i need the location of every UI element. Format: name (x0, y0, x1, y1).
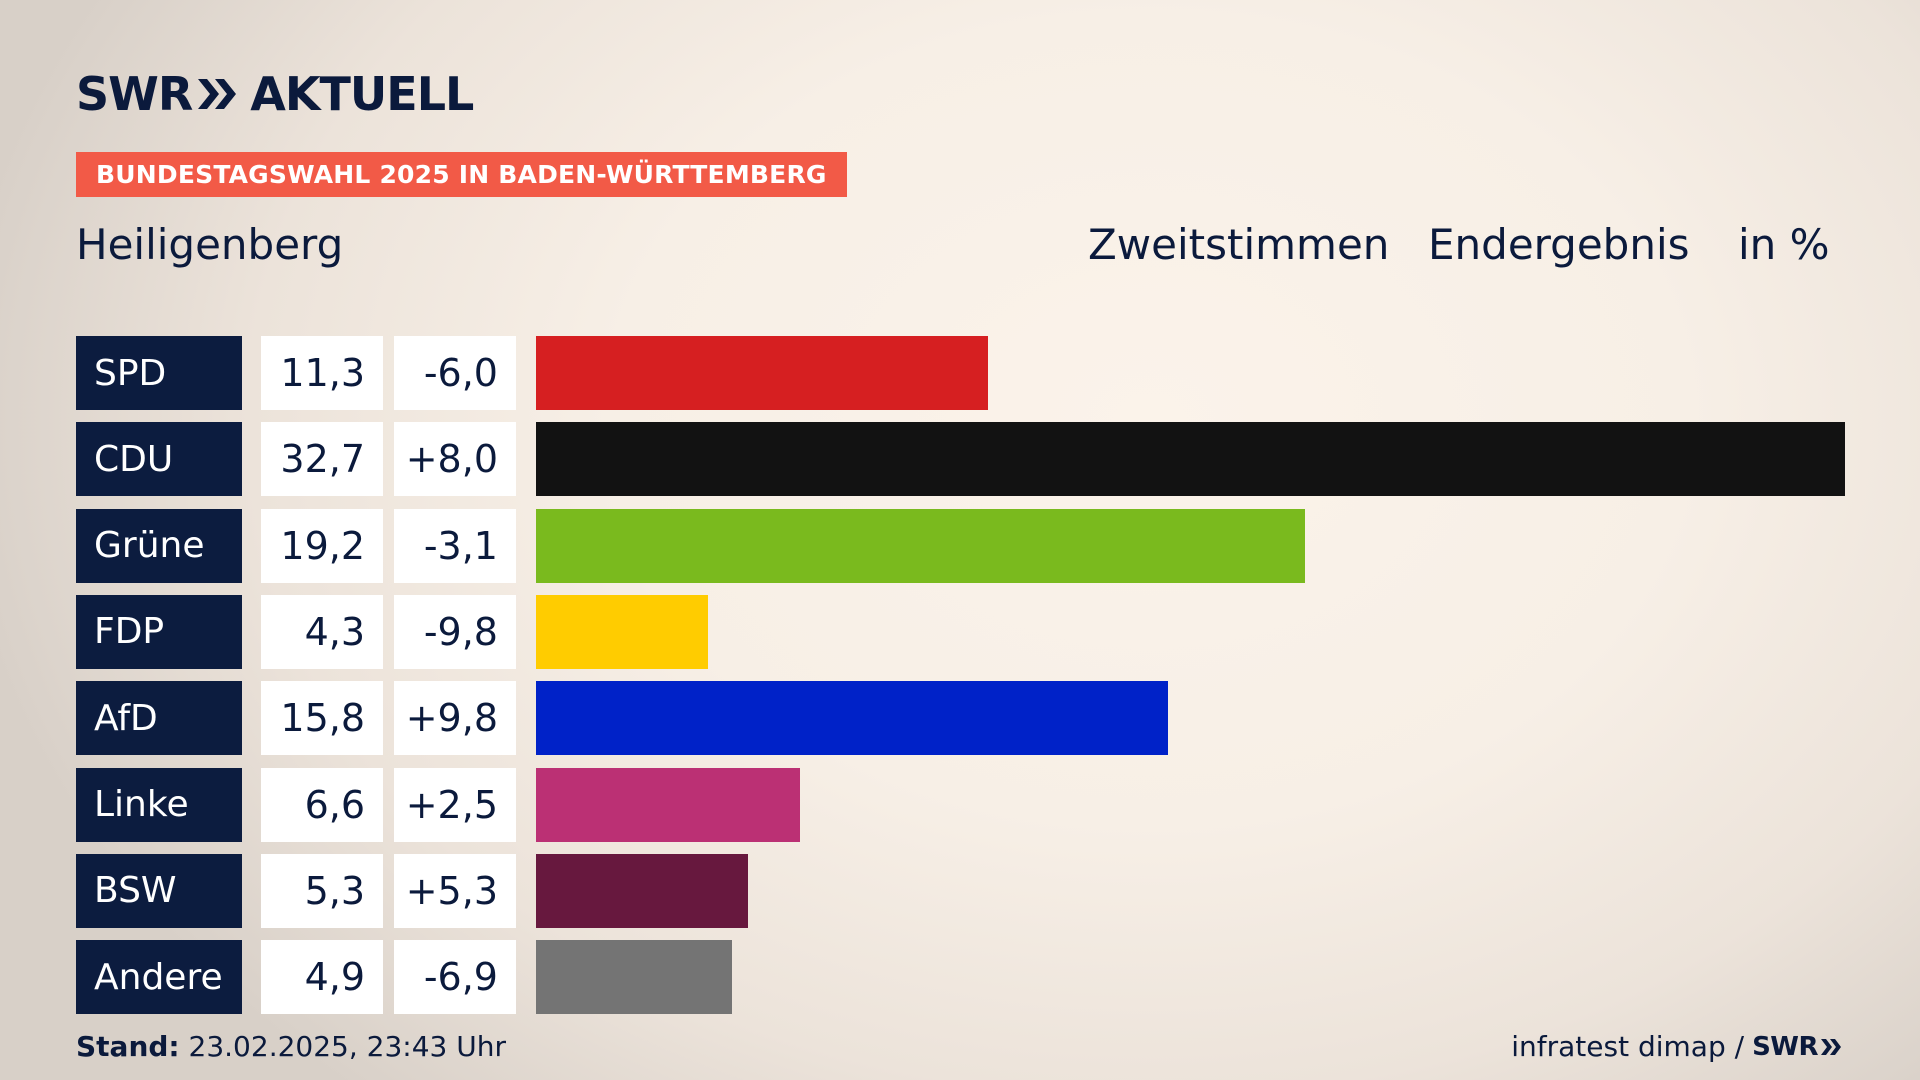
logo-swr-text: SWR (76, 67, 193, 121)
change-label: -6,0 (394, 336, 516, 410)
change-label: +9,8 (394, 681, 516, 756)
header-endergebnis: Endergebnis (1428, 220, 1690, 269)
bar-grüne (536, 508, 1305, 583)
bar-bsw (536, 853, 749, 928)
party-label: SPD (76, 336, 242, 410)
source-text: infratest dimap / (1511, 1030, 1745, 1063)
source-swr-logo: SWR (1752, 1031, 1818, 1062)
logo-aktuell-text: AKTUELL (250, 67, 474, 121)
place-title: Heiligenberg (76, 220, 344, 269)
timestamp: Stand: 23.02.2025, 23:43 Uhr (76, 1030, 506, 1063)
bar-spd (536, 336, 989, 410)
vote-share-label: 4,9 (261, 940, 383, 1015)
vote-share-label: 32,7 (261, 422, 383, 497)
party-label: Grüne (76, 508, 242, 583)
bar-linke (536, 767, 801, 842)
vote-share-label: 6,6 (261, 767, 383, 842)
party-label: Linke (76, 767, 242, 842)
change-label: -3,1 (394, 508, 516, 583)
vote-share-label: 4,3 (261, 594, 383, 669)
swr-aktuell-logo: SWR AKTUELL (76, 66, 474, 122)
header-unit: in % (1738, 220, 1830, 269)
vote-share-label: 19,2 (261, 508, 383, 583)
double-chevron-icon (198, 79, 237, 109)
stand-value: 23.02.2025, 23:43 Uhr (188, 1030, 506, 1063)
party-label: Andere (76, 940, 242, 1015)
stand-label: Stand: (76, 1030, 180, 1063)
bar-cdu (536, 422, 1845, 497)
election-banner: BUNDESTAGSWAHL 2025 IN BADEN-WÜRTTEMBERG (76, 152, 847, 197)
change-label: +2,5 (394, 767, 516, 842)
source-credit: infratest dimap / SWR (1511, 1030, 1844, 1063)
bar-andere (536, 940, 733, 1015)
change-label: -9,8 (394, 594, 516, 669)
change-label: +5,3 (394, 853, 516, 928)
header-zweitstimmen: Zweitstimmen (1088, 220, 1390, 269)
change-label: +8,0 (394, 422, 516, 497)
vote-share-label: 5,3 (261, 853, 383, 928)
bar-fdp (536, 594, 709, 669)
vote-share-label: 15,8 (261, 681, 383, 756)
party-label: FDP (76, 594, 242, 669)
party-label: BSW (76, 853, 242, 928)
bar-afd (536, 681, 1169, 756)
vote-share-label: 11,3 (261, 336, 383, 410)
party-label: AfD (76, 681, 242, 756)
change-label: -6,9 (394, 940, 516, 1015)
party-label: CDU (76, 422, 242, 497)
double-chevron-icon-small (1821, 1038, 1841, 1055)
